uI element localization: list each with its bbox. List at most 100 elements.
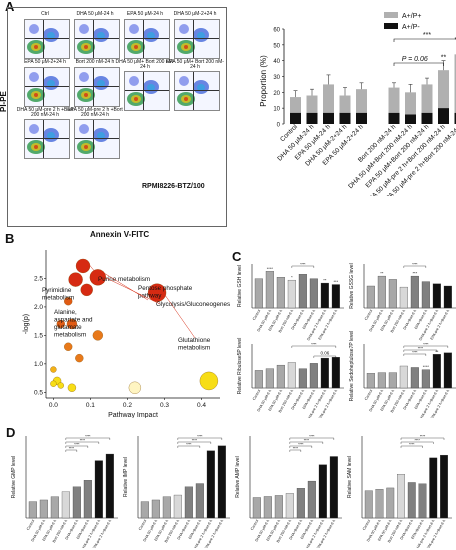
flow-plot-area <box>24 67 70 107</box>
flow-plot-3: EPA 50 μM-24 h <box>122 12 170 60</box>
bar-a-plus-p-plus <box>388 87 400 124</box>
pathway-label: glutamate <box>54 324 82 331</box>
flow-plot-area <box>24 19 70 59</box>
flow-plot-area <box>124 19 170 59</box>
label-connector <box>104 277 161 305</box>
flow-plot-area <box>74 119 120 159</box>
pathway-label: Pentose phosphate <box>138 285 193 292</box>
pathway-label: Pyrimidine <box>42 287 72 294</box>
bar-a-plus-p-plus <box>290 97 301 124</box>
significance-bracket <box>400 445 423 448</box>
y-axis-label: Relative AMP level <box>235 456 241 498</box>
bar-a-plus-p-minus <box>405 114 416 124</box>
metabolite-bar <box>263 496 272 519</box>
bar-a-plus-p-minus <box>323 112 334 124</box>
x-tick-label: 0.2 <box>123 402 132 409</box>
flow-density-blob <box>197 84 205 91</box>
flow-plot-area <box>174 19 220 59</box>
metabolite-bar <box>274 495 283 519</box>
significance-label: **** <box>74 442 80 446</box>
pathway-point <box>64 342 73 351</box>
flow-density-blob <box>84 145 88 149</box>
quadrant-line-h <box>125 90 169 91</box>
flow-plot-title: EPA 50 μM-2+24 h <box>24 59 66 65</box>
quadrant-line-v <box>143 20 144 58</box>
x-axis-label: Pathway Impact <box>108 412 158 418</box>
significance-label: **** <box>192 438 198 442</box>
flow-density-blob <box>97 132 105 139</box>
flow-plot-area <box>74 67 120 107</box>
metabolite-bar <box>429 457 438 519</box>
x-group-label: Control <box>364 309 373 321</box>
flow-density-blob <box>97 80 105 87</box>
metabolite-bar <box>151 499 160 519</box>
flow-density-blob <box>179 24 189 34</box>
x-tick-label: 0.4 <box>197 402 206 409</box>
flow-plot-area <box>174 71 220 111</box>
flow-plot-area <box>124 71 170 111</box>
y-tick-label: 0.5 <box>34 390 43 397</box>
metabolite-bar <box>28 501 37 519</box>
metabolite-bar <box>375 489 384 519</box>
quadrant-line-v <box>93 20 94 58</box>
legend-label-2: A+/P- <box>402 24 420 31</box>
flow-density-blob <box>84 45 88 49</box>
pathway-point <box>66 318 78 330</box>
bar-a-plus-p-minus <box>438 108 449 124</box>
significance-bracket <box>65 445 89 448</box>
metabolite-bar <box>265 271 274 309</box>
quadrant-line-v <box>43 120 44 158</box>
metabolite-bar <box>320 357 329 389</box>
flow-density-blob <box>47 132 55 139</box>
legend-label-1: A+/P+ <box>402 13 421 20</box>
significance-label: ** <box>323 278 327 283</box>
metabolite-bar <box>407 482 416 519</box>
significance-bracket <box>403 265 427 268</box>
significance-bracket <box>403 353 427 356</box>
pathway-label: metabolism <box>178 345 210 352</box>
pathway-point <box>80 283 93 296</box>
significance-label: ** <box>380 271 384 276</box>
metabolite-bar <box>140 501 149 519</box>
significance-label: **** <box>298 442 304 446</box>
flow-plot-title: DHA 50 μM+ Bort 200 nM-24 h <box>115 59 175 70</box>
pathway-label: aspartate and <box>54 317 93 324</box>
metabolite-bar <box>309 278 318 309</box>
flow-density-blob <box>97 32 105 39</box>
quadrant-line-v <box>43 68 44 106</box>
quadrant-line-v <box>93 68 94 106</box>
significance-bracket <box>403 349 438 352</box>
y-tick-label: 1.5 <box>34 333 43 340</box>
flow-plot-7: DHA 50 μM+ Bort 200 nM-24 h <box>116 60 174 111</box>
quadrant-line-h <box>25 138 69 139</box>
metabolite-bar <box>366 285 375 309</box>
pathway-point <box>50 380 57 387</box>
metabolite-bar <box>298 274 307 309</box>
metabolite-bar <box>72 486 81 519</box>
y-axis-label: Relative GSH level <box>237 265 243 307</box>
metabolite-bar <box>265 368 274 389</box>
pathway-label: metabolism <box>54 332 86 339</box>
label-connector <box>86 261 105 284</box>
metabolite-bar <box>399 286 408 309</box>
metabolite-bar <box>206 450 215 519</box>
significance-label: **** <box>267 266 274 271</box>
significance-bracket <box>403 345 449 348</box>
flow-density-blob <box>34 45 38 49</box>
pathway-point <box>75 258 91 274</box>
flow-plot-1: Ctrl <box>22 12 70 60</box>
x-group-label: Control <box>252 389 261 401</box>
significance-bracket <box>289 437 335 440</box>
metabolite-bar <box>329 456 338 519</box>
flow-density-blob <box>79 124 89 134</box>
significance-bracket <box>65 437 111 440</box>
pathway-label: metabolism <box>42 295 74 302</box>
pathway-point <box>56 319 65 329</box>
quadrant-line-v <box>43 20 44 58</box>
